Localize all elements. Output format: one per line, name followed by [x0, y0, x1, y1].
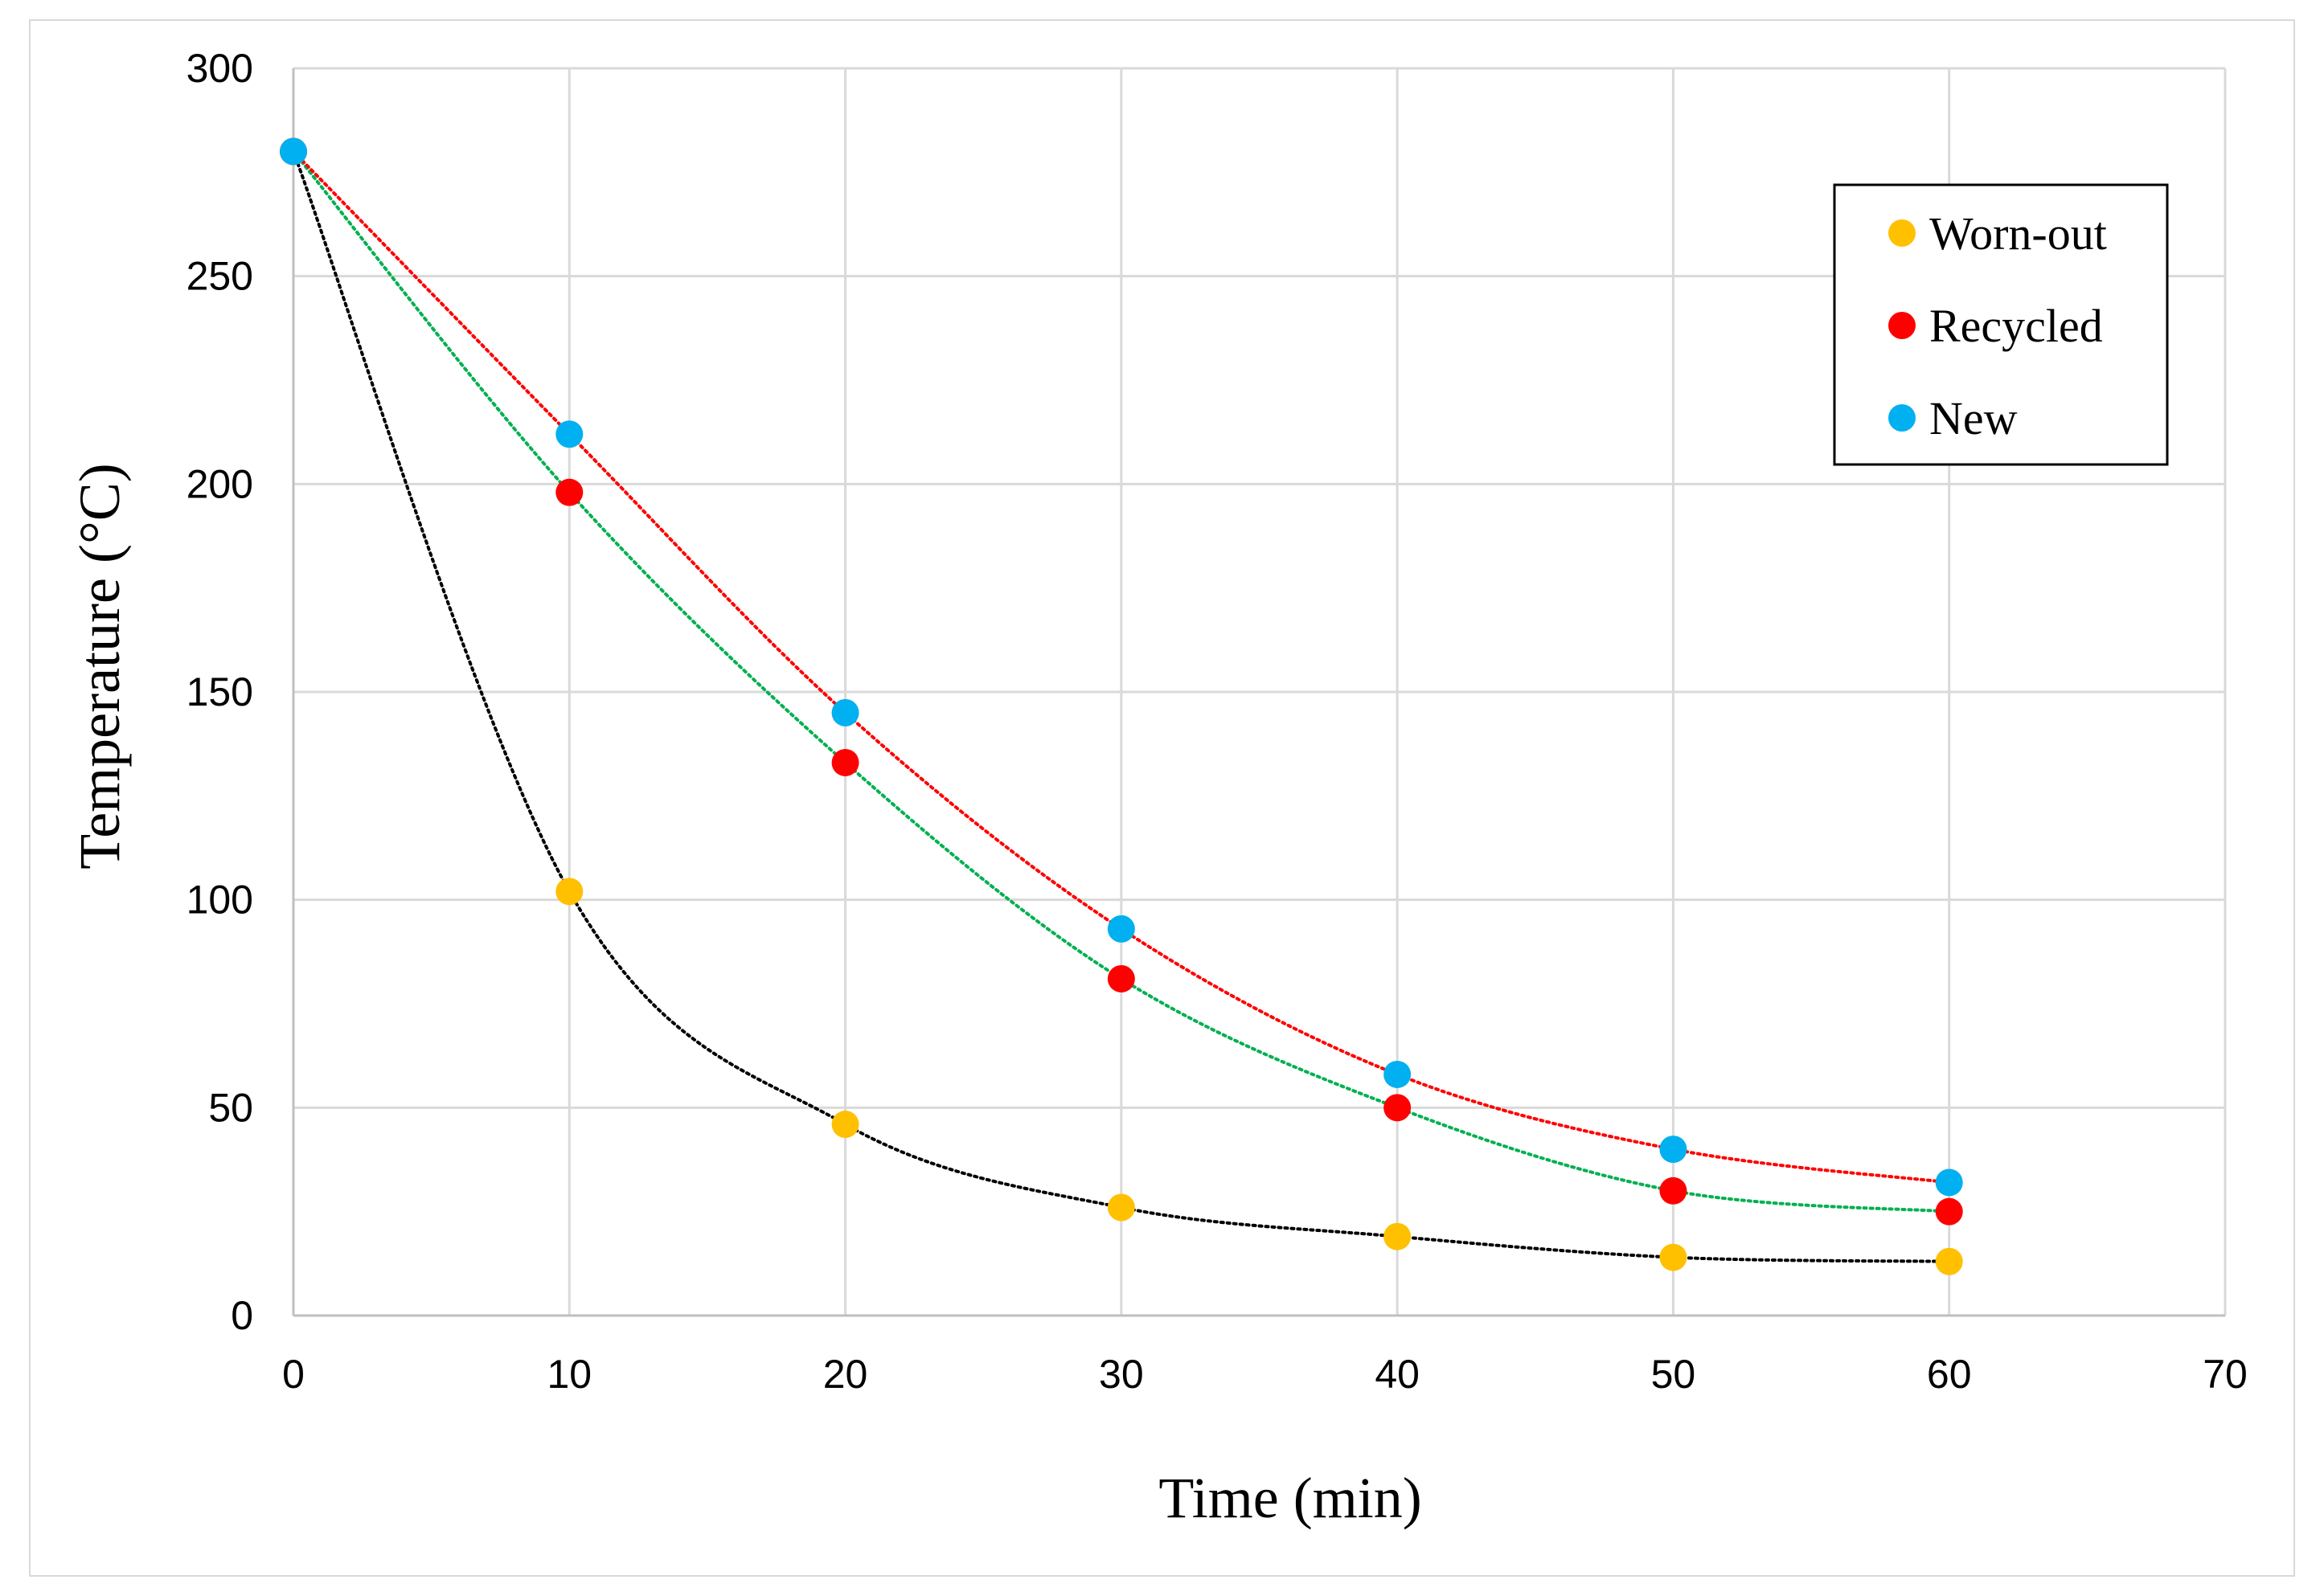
y-axis-title: Temperature (°C): [68, 463, 132, 870]
x-tick-label: 0: [282, 1352, 305, 1397]
y-tick-label: 150: [186, 669, 253, 714]
y-tick-label: 0: [231, 1293, 253, 1338]
y-tick-label: 100: [186, 878, 253, 923]
y-tick-label: 300: [186, 46, 253, 91]
x-tick-label: 60: [1927, 1352, 1972, 1397]
point-new: [1659, 1136, 1687, 1164]
point-recycled: [1935, 1197, 1963, 1226]
y-tick-label: 50: [208, 1085, 253, 1130]
legend-label: Recycled: [1929, 300, 2103, 352]
x-tick-label: 40: [1375, 1352, 1420, 1397]
point-recycled: [1659, 1177, 1687, 1205]
x-axis-title: Time (min): [1158, 1466, 1421, 1530]
trendline-worn-out: [292, 149, 1951, 1263]
point-new: [1383, 1060, 1412, 1088]
legend: Worn-out Recycled New: [1833, 183, 2169, 466]
point-worn-out: [1659, 1243, 1687, 1271]
x-tick-label: 50: [1651, 1352, 1696, 1397]
point-new: [831, 698, 859, 726]
grid-lines: [293, 67, 2227, 1316]
legend-label: Worn-out: [1929, 207, 2107, 260]
point-new: [555, 420, 584, 448]
point-worn-out: [1935, 1247, 1963, 1275]
legend-marker: [1888, 219, 1916, 247]
point-worn-out: [1383, 1222, 1412, 1250]
y-tick-label: 200: [186, 461, 253, 506]
point-recycled: [831, 748, 859, 776]
legend-label: New: [1929, 392, 2018, 444]
x-tick-label: 70: [2203, 1352, 2248, 1397]
point-new: [280, 137, 307, 166]
x-tick-label: 10: [547, 1352, 592, 1397]
point-recycled: [1383, 1094, 1412, 1122]
point-worn-out: [555, 878, 584, 906]
data-points: [280, 137, 1963, 1275]
point-worn-out: [831, 1111, 859, 1139]
point-new: [1935, 1168, 1963, 1197]
legend-marker: [1888, 312, 1916, 339]
x-tick-label: 20: [823, 1352, 868, 1397]
legend-marker: [1888, 404, 1916, 432]
point-recycled: [1107, 964, 1135, 992]
axes: [292, 68, 2225, 1317]
y-tick-label: 250: [186, 254, 253, 299]
point-new: [1107, 915, 1135, 943]
point-recycled: [555, 478, 584, 506]
tick-labels: 0 50 100 150 200 250 300 0 10 20 30 40 50 60 70: [186, 46, 2248, 1397]
point-worn-out: [1107, 1193, 1135, 1222]
x-tick-label: 30: [1099, 1352, 1144, 1397]
